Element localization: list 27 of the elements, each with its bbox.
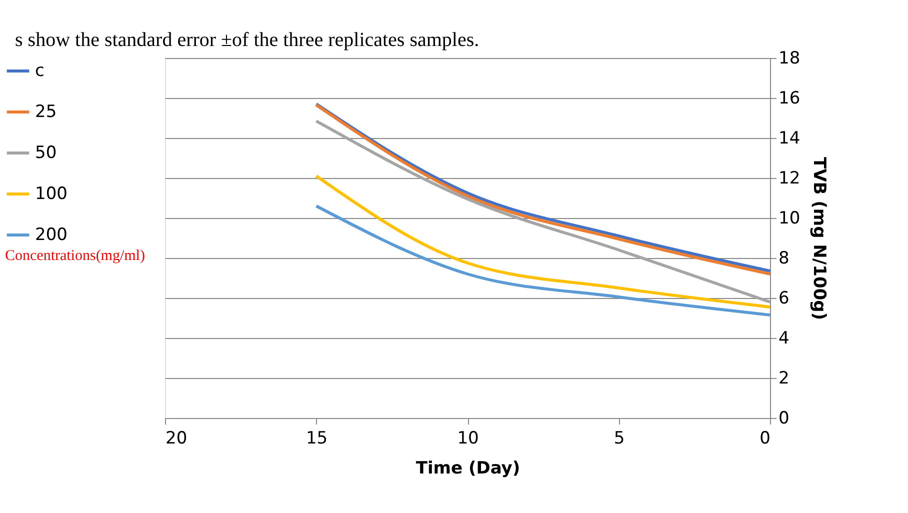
line-series <box>314 204 772 316</box>
x-tick-label: 10 <box>457 428 479 448</box>
legend-label: 25 <box>35 102 57 122</box>
y-tick-label: 16 <box>778 88 800 108</box>
y-tick-label: 18 <box>778 48 800 68</box>
y-tick-label: 8 <box>778 248 790 268</box>
y-tick-label: 4 <box>778 328 790 348</box>
x-tick-label: 5 <box>614 428 625 448</box>
legend-title: Concentrations(mg/ml) <box>5 248 145 264</box>
y-axis-title: TVB (mg N/100g) <box>809 156 830 320</box>
legend-label: c <box>35 61 44 81</box>
line-series <box>314 174 772 308</box>
y-tick-label: 14 <box>778 128 800 148</box>
x-tick-label: 20 <box>166 428 188 448</box>
y-tick-label: 0 <box>778 408 790 428</box>
x-tick-label: 0 <box>760 428 770 448</box>
y-tick-label: 2 <box>778 368 790 388</box>
text: s show the standard error ±of the three replicates samples. <box>15 29 480 51</box>
legend-label: 200 <box>35 225 68 245</box>
legend-label: 50 <box>35 143 57 163</box>
legend-label: 100 <box>35 184 68 204</box>
x-tick-label: 15 <box>306 428 328 448</box>
x-axis-title: Time (Day) <box>416 458 520 478</box>
y-tick-label: 6 <box>778 288 790 308</box>
y-tick-label: 10 <box>778 208 800 228</box>
line-series <box>314 120 772 304</box>
y-tick-label: 12 <box>778 168 800 188</box>
